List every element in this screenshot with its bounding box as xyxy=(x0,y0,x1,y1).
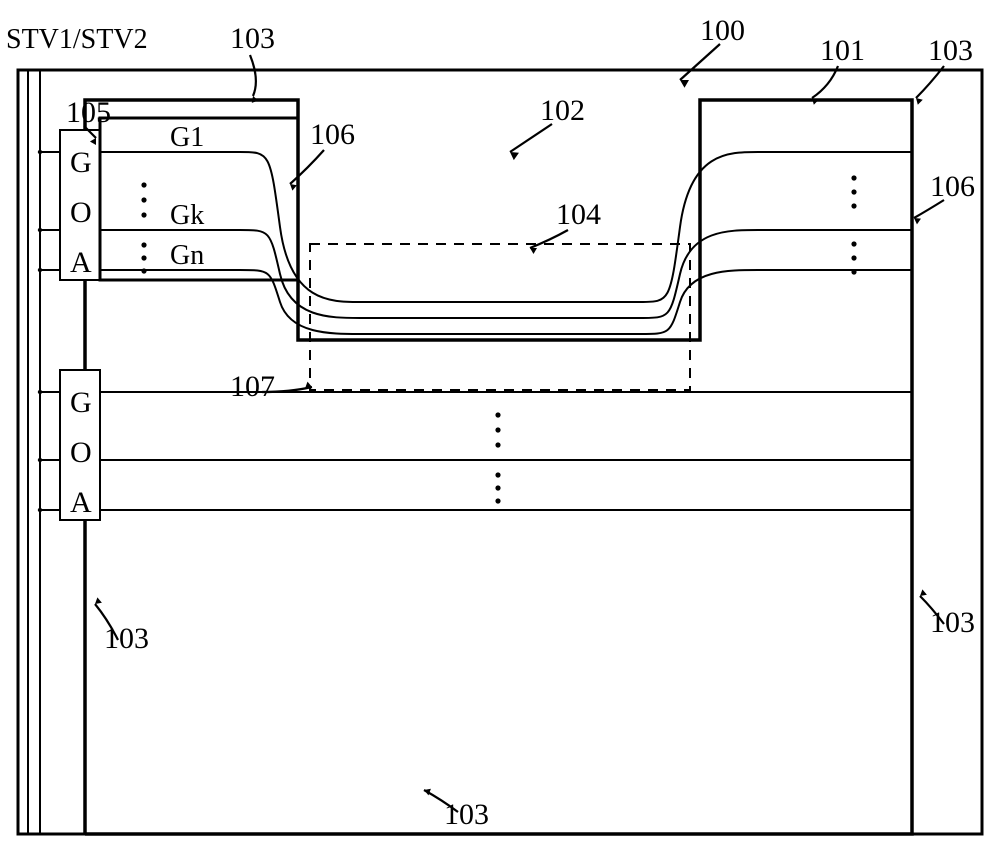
svg-text:O: O xyxy=(70,436,92,469)
svg-text:103: 103 xyxy=(928,34,973,67)
svg-text:104: 104 xyxy=(556,198,601,231)
callout-103_topL xyxy=(250,55,256,96)
svg-text:A: A xyxy=(70,486,92,519)
svg-text:106: 106 xyxy=(310,118,355,151)
callout-106_L xyxy=(290,150,324,184)
svg-text:G: G xyxy=(70,386,92,419)
svg-text:103: 103 xyxy=(444,798,489,831)
callout-104 xyxy=(530,230,568,248)
svg-text:Gk: Gk xyxy=(170,200,204,231)
svg-text:O: O xyxy=(70,196,92,229)
svg-text:103: 103 xyxy=(230,22,275,55)
outer-frame xyxy=(18,70,982,834)
svg-text:103: 103 xyxy=(930,606,975,639)
svg-text:106: 106 xyxy=(930,170,975,203)
svg-text:105: 105 xyxy=(66,96,111,129)
svg-text:A: A xyxy=(70,246,92,279)
svg-text:STV1/STV2: STV1/STV2 xyxy=(6,24,148,55)
svg-text:100: 100 xyxy=(700,14,745,47)
svg-text:G1: G1 xyxy=(170,122,204,153)
svg-text:G: G xyxy=(70,146,92,179)
display-outline xyxy=(85,100,912,834)
diagram-svg: STV1/STV2GOAGOAG1GkGn1031001011031051021… xyxy=(0,0,1000,849)
svg-text:Gn: Gn xyxy=(170,240,204,271)
svg-text:101: 101 xyxy=(820,34,865,67)
callout-106_R xyxy=(914,200,944,218)
svg-text:107: 107 xyxy=(230,370,275,403)
svg-text:102: 102 xyxy=(540,94,585,127)
